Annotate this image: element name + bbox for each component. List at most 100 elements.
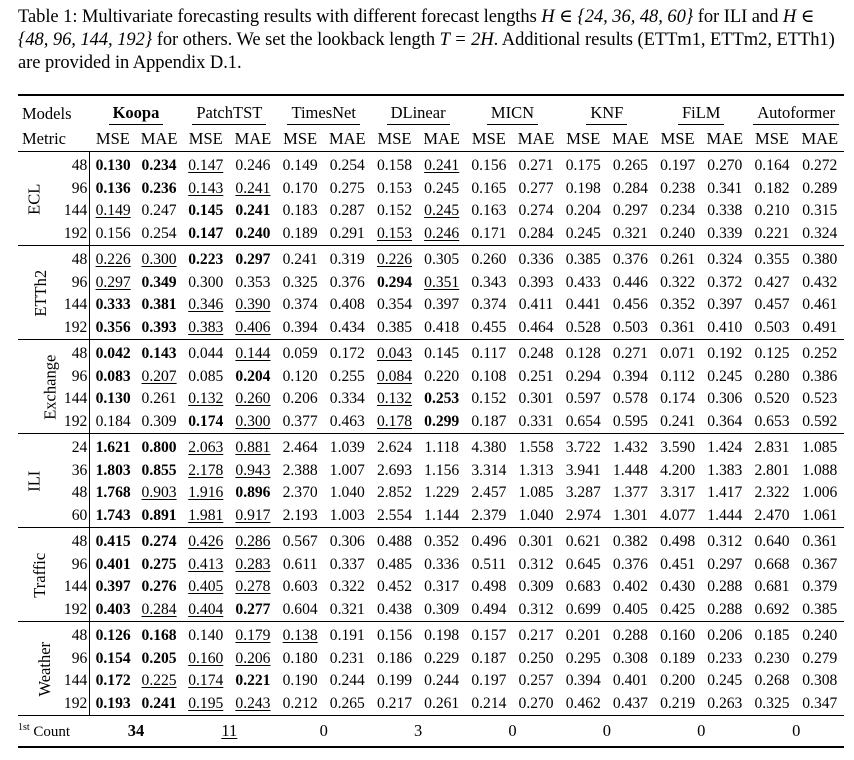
value-text: 0.393: [141, 318, 177, 336]
table-row: 144 0.333 0.381 0.346 0.390 0.374 0.408 0.354 0.…: [18, 294, 844, 317]
count-row: 1st Count 34 11 0 3 0 0 0 0: [18, 715, 844, 748]
caption-label: Table 1:: [18, 7, 78, 27]
value-cell: 0.168: [135, 621, 183, 648]
value-cell: 0.241: [229, 200, 276, 223]
value-text: 2.063: [188, 439, 224, 456]
value-text: 0.418: [424, 318, 460, 336]
value-text: 0.214: [471, 694, 507, 712]
value-cell: 0.324: [701, 245, 749, 272]
value-cell: 3.941: [560, 460, 607, 483]
value-cell: 1.417: [701, 482, 748, 505]
value-cell: 0.287: [324, 200, 371, 223]
value-text: 0.198: [424, 627, 460, 644]
value-text: 0.485: [376, 555, 413, 573]
value-cell: 0.206: [701, 621, 749, 648]
value-text: 1.085: [518, 484, 554, 501]
table-row: 144 0.149 0.247 0.145 0.241 0.183 0.287 0.152 0.…: [18, 200, 844, 223]
value-cell: 0.140: [182, 621, 230, 648]
count-label-text: Count: [33, 723, 71, 740]
value-cell: 2.624: [370, 433, 419, 460]
caption-text-b: for ILI and: [693, 7, 783, 27]
value-cell: 0.441: [560, 294, 607, 317]
value-text: 0.451: [660, 555, 696, 573]
value-cell: 0.331: [512, 411, 559, 434]
value-text: 0.896: [235, 484, 271, 501]
metric-header: MAE: [234, 128, 272, 148]
value-text: 0.198: [565, 179, 601, 197]
metric-label: Metric: [22, 128, 66, 148]
value-cell: 0.160: [654, 621, 702, 648]
value-cell: 1.006: [796, 482, 844, 505]
value-cell: 0.301: [512, 527, 560, 554]
dataset-name: ILI: [24, 470, 44, 493]
horizon-cell: 96: [51, 271, 91, 294]
value-cell: 0.463: [324, 411, 371, 434]
value-text: 0.043: [376, 345, 413, 362]
value-cell: 0.305: [418, 245, 466, 272]
value-text: 0.174: [188, 412, 224, 430]
value-text: 0.261: [141, 390, 177, 407]
value-text: 3.317: [660, 484, 696, 501]
models-header-row: Models Koopa PatchTST TimesNet DLinear M…: [18, 102, 844, 126]
value-cell: 0.174: [654, 388, 701, 411]
value-text: 0.361: [660, 318, 696, 336]
value-text: 0.891: [141, 506, 177, 524]
value-cell: 0.464: [512, 317, 559, 340]
value-text: 0.234: [141, 157, 177, 174]
value-text: 0.156: [95, 224, 131, 242]
value-cell: 0.438: [371, 599, 418, 622]
value-cell: 0.312: [512, 554, 559, 577]
value-cell: 0.401: [90, 554, 136, 577]
value-text: 0.120: [282, 367, 318, 385]
metric-header: MAE: [706, 128, 744, 148]
dataset-name: ECL: [24, 183, 44, 216]
value-text: 0.217: [518, 627, 554, 644]
value-cell: 0.125: [748, 339, 796, 366]
value-cell: 0.485: [371, 554, 418, 577]
value-text: 0.083: [95, 367, 131, 385]
value-cell: 0.288: [606, 621, 655, 648]
count-cell: 0: [276, 715, 371, 748]
value-text: 0.352: [660, 296, 696, 313]
value-text: 0.265: [612, 157, 648, 174]
value-text: 0.341: [707, 179, 743, 197]
value-cell: 0.145: [182, 200, 229, 223]
value-text: 0.294: [565, 367, 601, 385]
value-text: 0.156: [376, 627, 413, 644]
value-cell: 0.410: [701, 317, 748, 340]
value-text: 0.881: [235, 439, 271, 456]
value-cell: 0.312: [512, 599, 559, 622]
table-row: 144 0.130 0.261 0.132 0.260 0.206 0.334 0.132 0.…: [18, 388, 844, 411]
value-text: 0.595: [612, 412, 648, 430]
value-cell: 0.402: [607, 576, 654, 599]
value-cell: 0.496: [465, 527, 513, 554]
value-cell: 0.245: [418, 178, 465, 201]
value-cell: 0.261: [136, 388, 182, 411]
value-text: 1.313: [518, 461, 554, 479]
value-text: 2.554: [376, 506, 413, 524]
model-name: PatchTST: [192, 103, 267, 125]
value-text: 2.801: [754, 461, 790, 479]
value-text: 0.192: [707, 345, 743, 362]
value-text: 0.488: [376, 533, 413, 550]
value-text: 0.306: [707, 390, 743, 407]
value-cell: 0.595: [607, 411, 654, 434]
value-text: 0.528: [565, 318, 601, 336]
value-cell: 0.300: [229, 411, 276, 434]
value-text: 0.189: [282, 224, 318, 242]
count-value: 3: [413, 721, 423, 740]
value-text: 0.511: [471, 555, 507, 573]
value-cell: 0.260: [229, 388, 276, 411]
value-cell: 0.223: [182, 245, 230, 272]
value-cell: 0.274: [135, 527, 183, 554]
value-text: 0.322: [660, 273, 696, 291]
value-cell: 0.217: [512, 621, 560, 648]
value-text: 0.401: [95, 555, 131, 573]
value-text: 0.207: [141, 367, 177, 385]
value-cell: 0.276: [136, 576, 182, 599]
value-cell: 0.405: [607, 599, 654, 622]
value-cell: 0.153: [371, 178, 418, 201]
value-text: 0.683: [565, 578, 601, 595]
value-cell: 0.611: [277, 554, 324, 577]
value-cell: 0.175: [559, 151, 607, 178]
